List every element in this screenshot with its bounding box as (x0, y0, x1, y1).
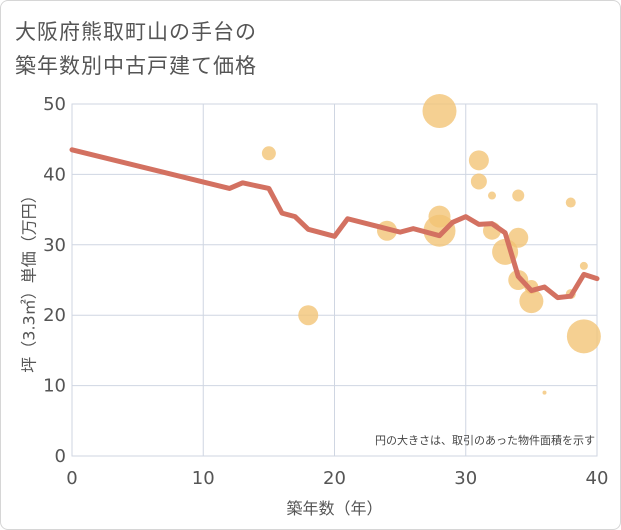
x-tick-label: 30 (454, 468, 477, 489)
bubble-point (566, 319, 601, 354)
x-tick-label: 40 (586, 468, 609, 489)
y-tick-label: 50 (43, 94, 66, 115)
bubble-point (423, 214, 456, 247)
bubble-point (508, 227, 529, 248)
bubble-point (512, 189, 525, 202)
bubble-series (261, 94, 601, 395)
trend-line (69, 147, 600, 301)
chart-title-line-2: 築年数別中古戸建て価格 (15, 54, 257, 78)
y-tick-label: 20 (43, 305, 66, 326)
bubble-point (468, 150, 489, 171)
bubble-point (579, 261, 588, 270)
y-axis-title: 坪（3.3㎡）単価（万円） (20, 187, 39, 372)
grid-lines (71, 103, 598, 457)
x-tick-labels: 0 10 20 30 40 (66, 468, 608, 489)
y-tick-label: 0 (55, 446, 66, 467)
y-tick-label: 30 (43, 235, 66, 256)
y-tick-label: 10 (43, 376, 66, 397)
x-axis-title: 築年数（年） (286, 499, 382, 518)
x-tick-label: 10 (192, 468, 215, 489)
bubble-point (298, 305, 319, 326)
bubble-point (470, 173, 487, 190)
bubble-point (565, 197, 576, 208)
bubble-point (488, 191, 496, 200)
bubble-point (519, 289, 544, 314)
y-tick-labels: 0 10 20 30 40 50 (43, 94, 66, 467)
size-note: 円の大きさは、取引のあった物件面積を示す (375, 433, 595, 447)
chart-title: 大阪府熊取町山の手台の 築年数別中古戸建て価格 (15, 15, 257, 83)
y-tick-label: 40 (43, 164, 66, 185)
x-tick-label: 0 (66, 468, 77, 489)
chart-title-line-1: 大阪府熊取町山の手台の (15, 20, 257, 44)
bubble-point (542, 390, 547, 395)
x-tick-label: 20 (323, 468, 346, 489)
bubble-point (422, 94, 457, 129)
bubble-point (261, 146, 276, 161)
